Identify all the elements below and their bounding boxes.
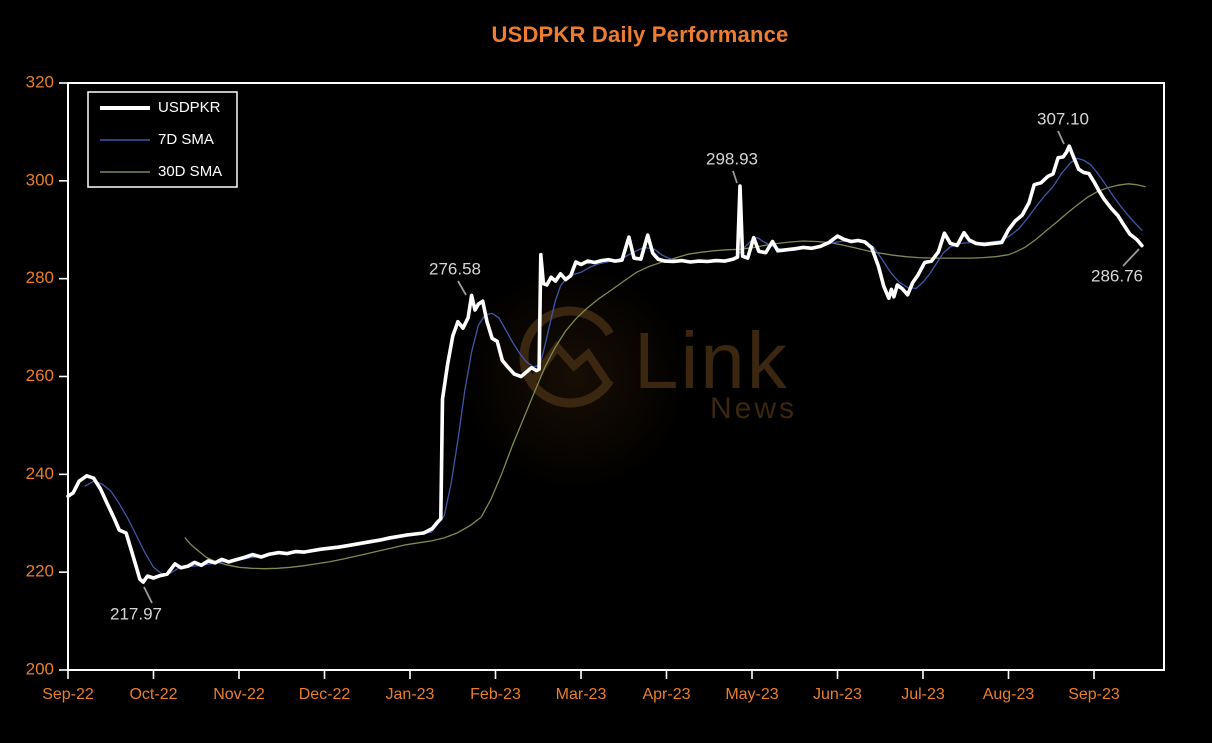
annotation-217.97: 217.97	[110, 586, 162, 623]
y-tick-label: 280	[26, 268, 54, 287]
x-tick-label: Mar-23	[556, 686, 607, 703]
legend-item-7d-sma: 7D SMA	[100, 131, 214, 148]
annotation-leader-line	[1057, 130, 1065, 145]
annotation-label: 276.58	[429, 259, 481, 278]
x-tick-label: Aug-23	[983, 686, 1035, 703]
annotation-leader-line	[1122, 248, 1140, 267]
annotation-leader-line	[143, 586, 153, 604]
legend: USDPKR 7D SMA 30D SMA	[87, 91, 238, 188]
annotation-label: 286.76	[1091, 266, 1143, 285]
y-tick-label: 220	[26, 562, 54, 581]
x-tick-label: Apr-23	[642, 686, 690, 703]
watermark-sub-text: News	[710, 392, 797, 425]
x-axis: Sep-22 Oct-22 Nov-22 Dec-22 Jan-23 Feb-23 Mar-…	[42, 670, 1120, 703]
annotation-leader-line	[732, 170, 738, 184]
legend-label: 30D SMA	[158, 163, 222, 180]
x-tick-label: Feb-23	[470, 686, 521, 703]
legend-label: 7D SMA	[158, 131, 214, 148]
x-tick-label: Nov-22	[213, 686, 265, 703]
legend-item-30d-sma: 30D SMA	[100, 163, 222, 180]
legend-label: USDPKR	[158, 99, 221, 116]
annotation-276.58: 276.58	[429, 259, 481, 296]
annotation-label: 298.93	[706, 149, 758, 168]
x-tick-label: Sep-23	[1068, 686, 1120, 703]
y-axis: 200 220 240 260 280 300 320	[26, 72, 68, 678]
watermark-brand-text: Link	[634, 316, 789, 405]
annotation-label: 307.10	[1037, 109, 1089, 128]
x-tick-label: Jun-23	[813, 686, 862, 703]
legend-item-usdpkr: USDPKR	[100, 99, 221, 116]
y-tick-label: 260	[26, 366, 54, 385]
y-tick-label: 240	[26, 464, 54, 483]
x-tick-label: May-23	[725, 686, 778, 703]
annotation-label: 217.97	[110, 604, 162, 623]
y-tick-label: 320	[26, 72, 54, 91]
watermark-mountain-icon	[527, 340, 611, 386]
x-tick-label: Jan-23	[386, 686, 435, 703]
annotation-leader-line	[457, 280, 467, 296]
annotation-307.10: 307.10	[1037, 109, 1089, 145]
x-tick-label: Dec-22	[299, 686, 351, 703]
chart-title: USDPKR Daily Performance	[491, 22, 789, 47]
x-tick-label: Jul-23	[901, 686, 945, 703]
annotation-286.76: 286.76	[1091, 248, 1143, 285]
y-tick-label: 300	[26, 170, 54, 189]
watermark-glow	[460, 263, 690, 493]
x-tick-label: Sep-22	[42, 686, 94, 703]
annotation-298.93: 298.93	[706, 149, 758, 184]
x-tick-label: Oct-22	[129, 686, 177, 703]
series-line-usdpkr	[66, 144, 1144, 584]
y-tick-label: 200	[26, 659, 54, 678]
